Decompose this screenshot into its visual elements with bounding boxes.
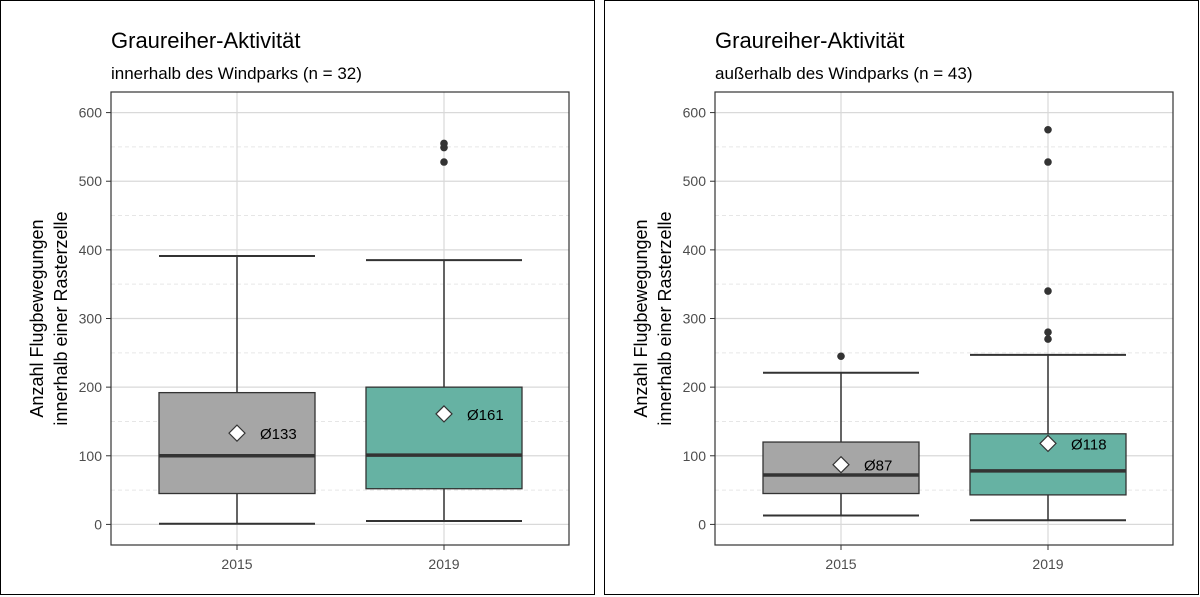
mean-marker — [228, 424, 246, 442]
y-tick-label: 600 — [683, 105, 707, 121]
mean-marker — [832, 455, 850, 474]
chart-subtitle: innerhalb des Windparks (n = 32) — [111, 64, 362, 83]
mean-label: Ø133 — [260, 426, 297, 443]
y-tick-label: 400 — [79, 242, 103, 258]
outlier-point — [440, 158, 448, 166]
chart-subtitle: außerhalb des Windparks (n = 43) — [715, 64, 973, 83]
chart-title: Graureiher-Aktivität — [715, 28, 905, 53]
x-tick-label: 2015 — [221, 556, 252, 572]
y-tick-label: 200 — [683, 379, 707, 395]
box-2019: Ø161 — [365, 139, 523, 522]
y-tick-label: 100 — [683, 448, 707, 464]
outlier-point — [1044, 125, 1052, 134]
y-axis-label-line1: Anzahl Flugbewegungen — [27, 219, 47, 417]
y-axis-label-line2: innerhalb einer Rasterzelle — [51, 211, 71, 425]
outlier-point — [440, 139, 448, 148]
y-axis-label-line1: Anzahl Flugbewegungen — [631, 219, 651, 417]
y-tick-label: 0 — [698, 516, 706, 532]
panel-separator — [597, 0, 602, 597]
y-tick-label: 500 — [79, 173, 103, 189]
mean-label: Ø161 — [467, 407, 504, 424]
y-axis-label-line2: innerhalb einer Rasterzelle — [655, 211, 675, 425]
chart-panel-inside: Graureiher-Aktivität innerhalb des Windpa… — [0, 0, 595, 595]
outlier-point — [837, 352, 845, 361]
y-tick-label: 600 — [79, 105, 103, 121]
y-tick-label: 300 — [79, 311, 103, 327]
boxplot-chart-outside: Graureiher-Aktivität außerhalb des Windpa… — [631, 28, 1174, 572]
x-tick-label: 2019 — [428, 556, 459, 572]
iqr-box — [365, 386, 523, 490]
y-tick-label: 100 — [79, 448, 103, 464]
boxplot-chart-inside: Graureiher-Aktivität innerhalb des Windpa… — [27, 28, 570, 572]
y-tick-label: 500 — [683, 173, 707, 189]
box-2019: Ø118 — [969, 125, 1127, 522]
mean-marker — [1039, 434, 1057, 453]
outlier-point — [1044, 158, 1052, 166]
outlier-point — [1044, 335, 1052, 343]
mean-marker — [435, 405, 453, 423]
outlier-point — [1044, 287, 1052, 295]
chart-panel-outside: Graureiher-Aktivität außerhalb des Windpa… — [604, 0, 1199, 595]
mean-label: Ø118 — [1071, 436, 1107, 453]
y-tick-label: 300 — [683, 311, 707, 327]
mean-label: Ø87 — [864, 458, 892, 475]
chart-title: Graureiher-Aktivität — [111, 28, 301, 53]
outlier-point — [1044, 328, 1052, 337]
y-tick-label: 400 — [683, 242, 707, 258]
y-tick-label: 0 — [94, 516, 102, 532]
iqr-box — [158, 391, 316, 495]
box-2015: Ø87 — [762, 352, 920, 517]
y-tick-label: 200 — [79, 379, 103, 395]
x-tick-label: 2019 — [1032, 556, 1063, 572]
box-2015: Ø133 — [158, 255, 316, 525]
x-tick-label: 2015 — [825, 556, 856, 572]
